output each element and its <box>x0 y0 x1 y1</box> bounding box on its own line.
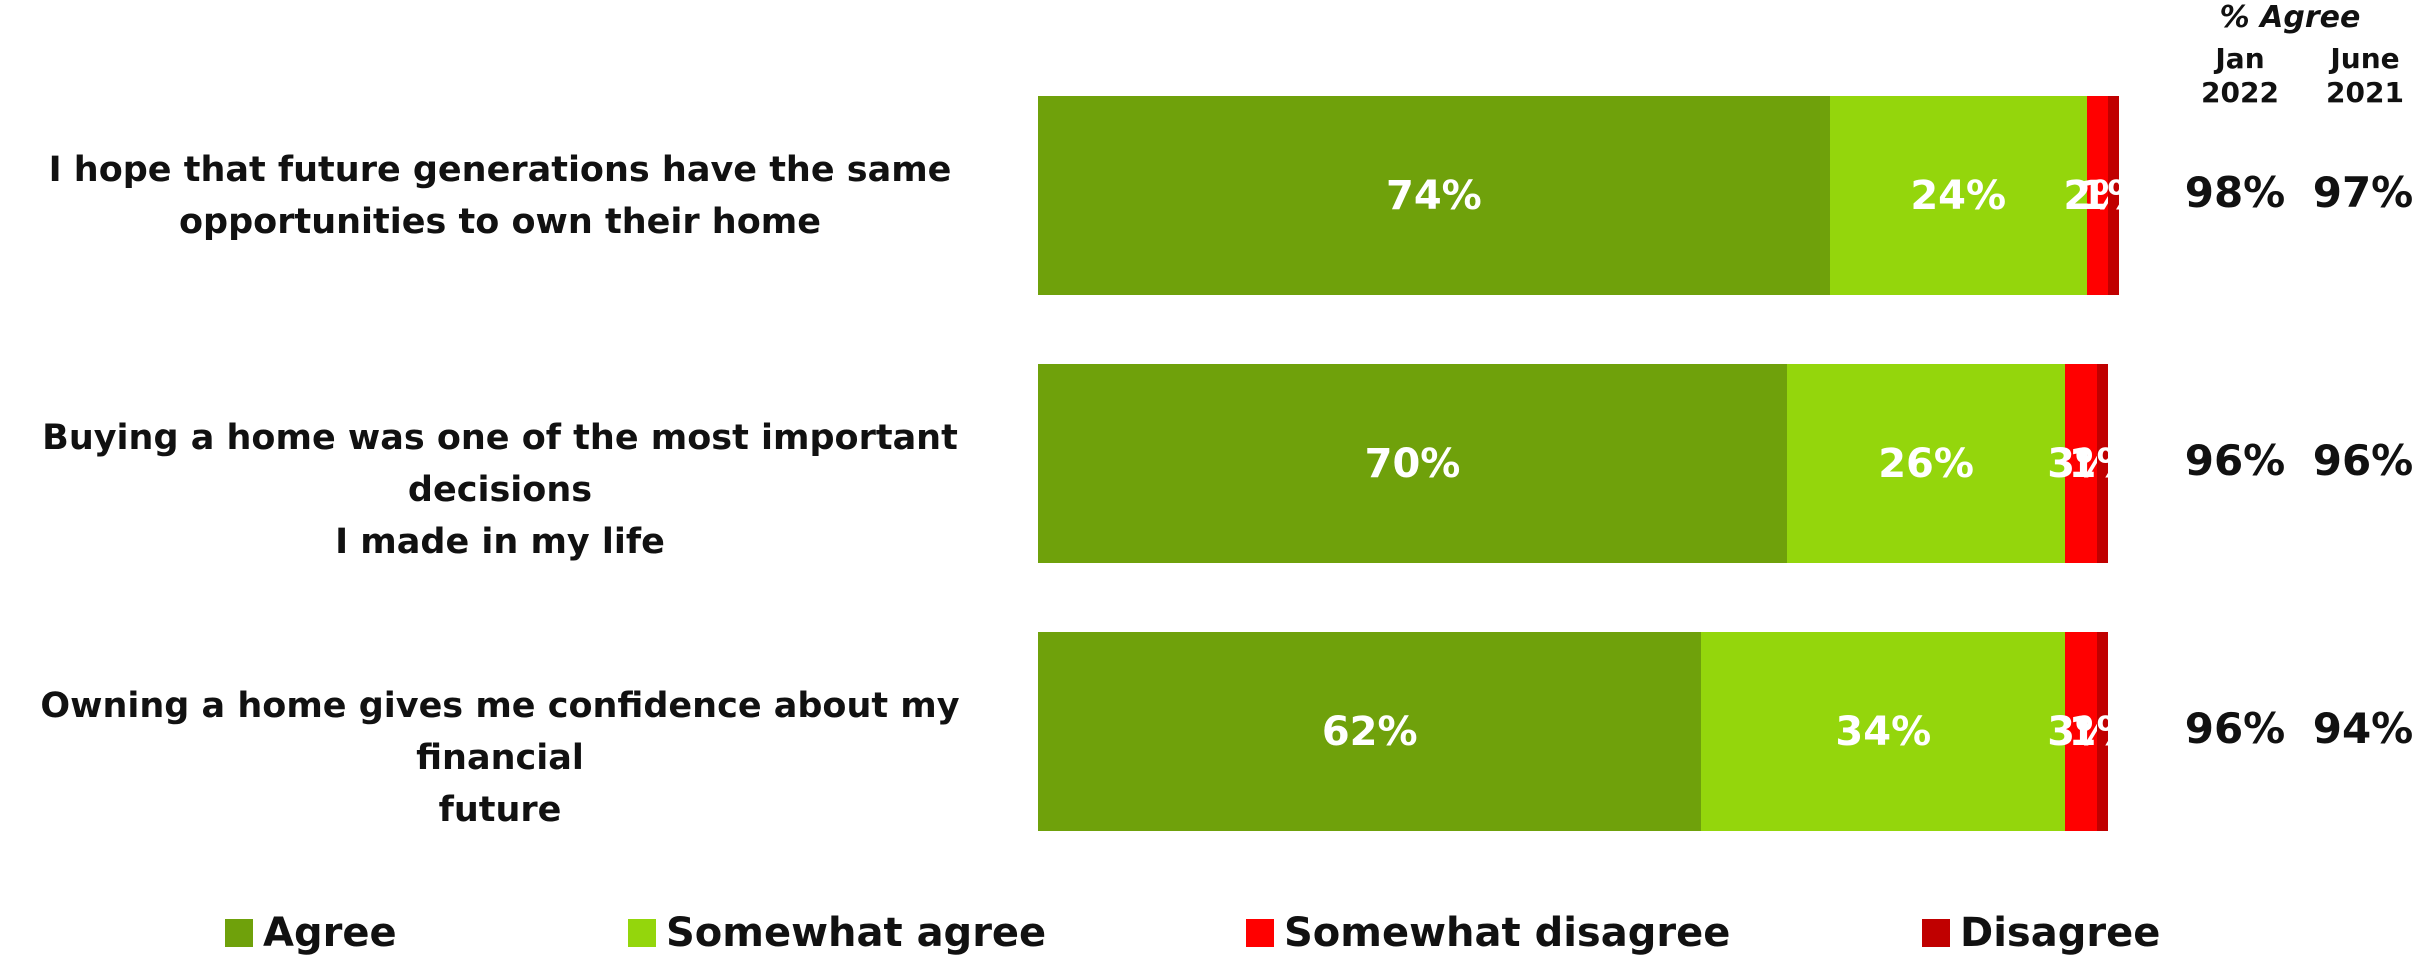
agree-june-2021-value: 97% <box>2312 167 2413 217</box>
agree-june-2021-value: 94% <box>2312 703 2413 753</box>
june-2021-header-line2: 2021 <box>2326 76 2404 109</box>
legend-label-disagree: Disagree <box>1960 910 2161 956</box>
agree-jan-2022-value: 96% <box>2184 703 2286 753</box>
bar-segment-agree <box>1038 96 1830 295</box>
bar-segment-disagree <box>2097 632 2108 831</box>
bar-segment-somewhat-agree <box>1829 96 2087 295</box>
bar-segment-somewhat-agree <box>1787 364 2066 563</box>
bar-segment-somewhat-disagree <box>2065 364 2098 563</box>
category-label-line: I made in my life <box>335 521 665 562</box>
bar-segment-disagree <box>2108 96 2119 295</box>
agree-jan-2022-value: 96% <box>2184 435 2286 485</box>
bar-segment-somewhat-disagree <box>2086 96 2108 295</box>
data-label-disagree: 1% <box>2068 708 2137 755</box>
jan-2022-header-line2: 2022 <box>2201 76 2279 109</box>
data-label-somewhat-agree: 24% <box>1910 172 2007 219</box>
category-label: I hope that future generations have the … <box>0 144 1000 248</box>
bar-segment-agree <box>1038 364 1787 563</box>
data-label-disagree: 1% <box>2079 172 2148 219</box>
legend-swatch-somewhat-disagree <box>1246 919 1274 947</box>
legend-item-somewhat-disagree: Somewhat disagree <box>1246 910 1730 956</box>
category-label-line: future <box>438 789 562 830</box>
category-label-line: Owning a home gives me confidence about … <box>40 685 960 778</box>
jan-2022-header: Jan 2022 <box>2175 42 2305 110</box>
category-label: Owning a home gives me confidence about … <box>0 680 1000 836</box>
data-label-somewhat-agree: 26% <box>1878 440 1974 487</box>
bar-segment-agree <box>1038 632 1702 831</box>
data-label-somewhat-disagree: 2% <box>2063 172 2132 219</box>
category-label-line: Buying a home was one of the most import… <box>42 417 958 510</box>
agree-header-title: % Agree <box>2219 0 2361 35</box>
data-label-agree: 70% <box>1364 440 1461 487</box>
legend-swatch-disagree <box>1922 919 1950 947</box>
legend-item-disagree: Disagree <box>1922 910 2160 956</box>
legend-label-somewhat-agree: Somewhat agree <box>666 910 1047 956</box>
category-label: Buying a home was one of the most import… <box>0 412 1000 568</box>
legend-item-somewhat-agree: Somewhat agree <box>628 910 1046 956</box>
bar-segment-disagree <box>2097 364 2108 563</box>
legend-swatch-somewhat-agree <box>628 919 656 947</box>
data-label-disagree: 1% <box>2068 440 2137 487</box>
legend-label-agree: Agree <box>263 910 397 956</box>
agree-jan-2022-value: 98% <box>2184 167 2286 217</box>
legend-item-agree: Agree <box>225 910 397 956</box>
jan-2022-header-line1: Jan <box>2215 42 2265 75</box>
agree-june-2021-value: 96% <box>2312 435 2413 485</box>
bar-segment-somewhat-agree <box>1701 632 2066 831</box>
category-label-line: I hope that future generations have the … <box>48 149 952 190</box>
bar-segment-somewhat-disagree <box>2065 632 2098 831</box>
data-label-agree: 74% <box>1386 172 1482 219</box>
legend-label-somewhat-disagree: Somewhat disagree <box>1284 910 1731 956</box>
data-label-agree: 62% <box>1321 708 1418 755</box>
data-label-somewhat-agree: 34% <box>1835 708 1932 755</box>
june-2021-header: June 2021 <box>2300 42 2413 110</box>
category-label-line: opportunities to own their home <box>179 201 821 242</box>
legend-swatch-agree <box>225 919 253 947</box>
june-2021-header-line1: June <box>2330 42 2400 75</box>
